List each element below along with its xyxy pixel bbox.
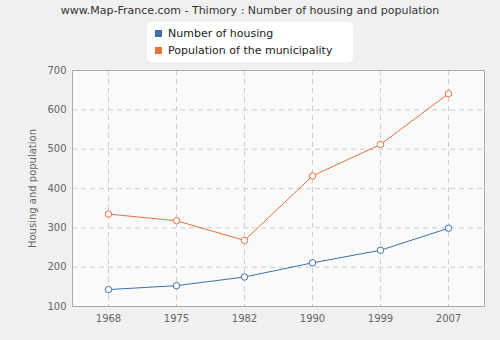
svg-text:500: 500	[47, 143, 66, 154]
svg-text:1982: 1982	[232, 313, 257, 324]
html-text:Population of the municipality: Population of the municipality	[168, 44, 333, 57]
html-text:www.Map-France.com - Thimory :: www.Map-France.com - Thimory : Number of…	[60, 4, 440, 17]
svg-text:1975: 1975	[164, 313, 189, 324]
svg-text:1968: 1968	[96, 313, 121, 324]
html-text:Number of housing: Number of housing	[168, 27, 274, 40]
svg-text:600: 600	[47, 104, 66, 115]
svg-text:1990: 1990	[300, 313, 325, 324]
svg-text:100: 100	[47, 301, 66, 312]
svg-text:2007: 2007	[436, 313, 461, 324]
svg-text:700: 700	[47, 65, 66, 76]
svg-text:200: 200	[47, 261, 66, 272]
svg-text:Housing and population: Housing and population	[27, 129, 38, 248]
svg-text:1999: 1999	[368, 313, 393, 324]
svg-text:300: 300	[47, 222, 66, 233]
svg-text:400: 400	[47, 183, 66, 194]
